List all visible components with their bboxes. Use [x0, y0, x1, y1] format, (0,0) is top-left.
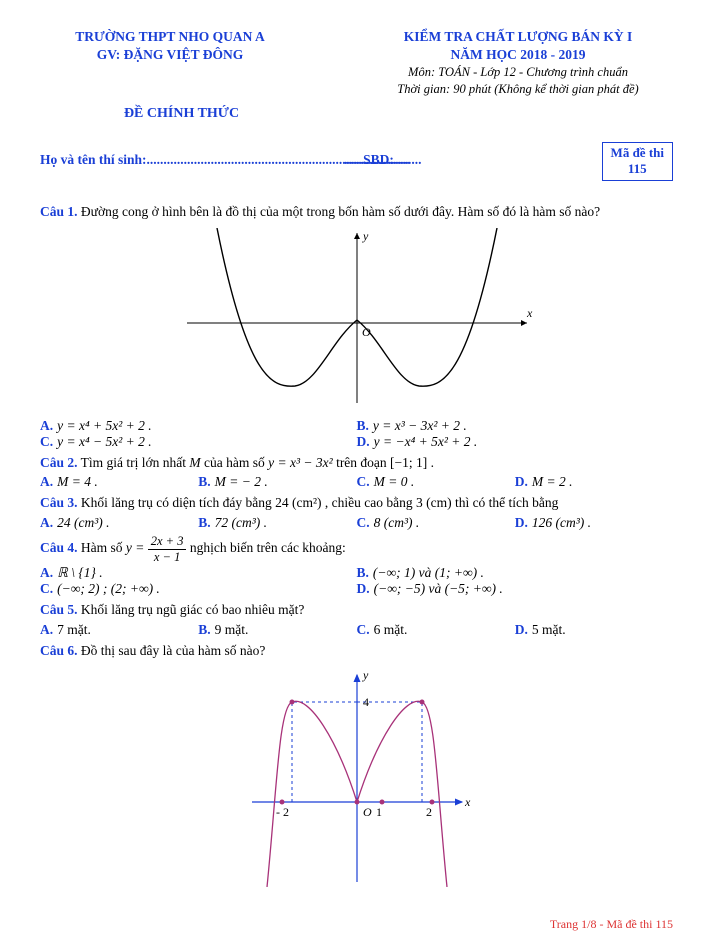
q1-opt-d: D.y = −x⁴ + 5x² + 2 .	[357, 434, 674, 450]
svg-text:y: y	[362, 229, 369, 243]
q4-opt-d: D.(−∞; −5) và (−5; +∞) .	[357, 581, 674, 597]
question-6: Câu 6. Đồ thị sau đây là của hàm số nào?	[40, 642, 673, 661]
q3-opt-a: A.24 (cm³) .	[40, 515, 198, 531]
svg-text:4: 4	[363, 695, 369, 709]
question-5: Câu 5. Khối lăng trụ ngũ giác có bao nhi…	[40, 601, 673, 620]
q5-opt-d: D.5 mặt.	[515, 622, 673, 638]
questions: Câu 1. Đường cong ở hình bên là đồ thị c…	[40, 203, 673, 887]
q2-opt-b: B.M = − 2 .	[198, 474, 356, 490]
q1-opt-b: B.y = x³ − 3x² + 2 .	[357, 418, 674, 434]
header-right: KIỂM TRA CHẤT LƯỢNG BÁN KỲ I NĂM HỌC 201…	[363, 28, 673, 98]
q6-graph: x y O - 2 1 2 4	[40, 667, 673, 887]
exam-code-value: 115	[611, 161, 664, 177]
q4-opt-b: B.(−∞; 1) và (1; +∞) .	[357, 565, 674, 581]
q1-graph: xyO	[40, 228, 673, 408]
q4-opt-c: C.(−∞; 2) ; (2; +∞) .	[40, 581, 357, 597]
teacher-name: GV: ĐẶNG VIỆT ĐÔNG	[40, 46, 300, 64]
q2-opt-a: A.M = 4 .	[40, 474, 198, 490]
q6-label: Câu 6.	[40, 643, 78, 658]
q1-options: A.y = x⁴ + 5x² + 2 . B.y = x³ − 3x² + 2 …	[40, 418, 673, 450]
svg-text:2: 2	[426, 805, 432, 819]
q3-text: Khối lăng trụ có diện tích đáy bằng 24 (…	[81, 495, 559, 510]
official-label: ĐỀ CHÍNH THỨC	[0, 106, 673, 122]
exam-time: Thời gian: 90 phút (Không kể thời gian p…	[363, 81, 673, 98]
q3-opt-d: D.126 (cm³) .	[515, 515, 673, 531]
q3-options: A.24 (cm³) . B.72 (cm³) . C.8 (cm³) . D.…	[40, 515, 673, 531]
page: TRƯỜNG THPT NHO QUAN A GV: ĐẶNG VIỆT ĐÔN…	[0, 0, 713, 907]
q3-opt-b: B.72 (cm³) .	[198, 515, 356, 531]
q6-graph-svg: x y O - 2 1 2 4	[237, 667, 477, 887]
q1-opt-a: A.y = x⁴ + 5x² + 2 .	[40, 418, 357, 434]
svg-text:1: 1	[376, 805, 382, 819]
school-name: TRƯỜNG THPT NHO QUAN A	[40, 28, 300, 46]
svg-text:y: y	[362, 668, 369, 682]
q5-opt-c: C.6 mặt.	[357, 622, 515, 638]
q5-text: Khối lăng trụ ngũ giác có bao nhiêu mặt?	[81, 602, 304, 617]
exam-subject: Môn: TOÁN - Lớp 12 - Chương trình chuẩn	[363, 64, 673, 81]
student-info-row: Họ và tên thí sinh:.....................…	[40, 152, 673, 181]
q1-opt-c: C.y = x⁴ − 5x² + 2 .	[40, 434, 357, 450]
svg-text:x: x	[526, 306, 533, 320]
q5-opt-b: B.9 mặt.	[198, 622, 356, 638]
exam-code-label: Mã đề thi	[611, 145, 664, 161]
question-3: Câu 3. Khối lăng trụ có diện tích đáy bằ…	[40, 494, 673, 513]
q2-label: Câu 2.	[40, 455, 78, 470]
question-4: Câu 4. Hàm số y = 2x + 3 x − 1 nghịch bi…	[40, 535, 673, 563]
q5-options: A.7 mặt. B.9 mặt. C.6 mặt. D.5 mặt.	[40, 622, 673, 638]
header-left: TRƯỜNG THPT NHO QUAN A GV: ĐẶNG VIỆT ĐÔN…	[40, 28, 300, 64]
svg-text:O: O	[363, 805, 372, 819]
q5-label: Câu 5.	[40, 602, 78, 617]
q4-options: A.ℝ \ {1} . B.(−∞; 1) và (1; +∞) . C.(−∞…	[40, 565, 673, 597]
sbd-dots: .......................	[344, 152, 422, 167]
exam-title-2: NĂM HỌC 2018 - 2019	[363, 46, 673, 64]
header: TRƯỜNG THPT NHO QUAN A GV: ĐẶNG VIỆT ĐÔN…	[40, 28, 673, 98]
student-name-field: Họ và tên thí sinh:.....................…	[40, 152, 590, 168]
q2-opt-c: C.M = 0 .	[357, 474, 515, 490]
page-footer: Trang 1/8 - Mã đề thi 115	[0, 917, 713, 932]
question-1: Câu 1. Đường cong ở hình bên là đồ thị c…	[40, 203, 673, 222]
svg-text:x: x	[464, 795, 471, 809]
q2-options: A.M = 4 . B.M = − 2 . C.M = 0 . D.M = 2 …	[40, 474, 673, 490]
q1-label: Câu 1.	[40, 204, 78, 219]
exam-title-1: KIỂM TRA CHẤT LƯỢNG BÁN KỲ I	[363, 28, 673, 46]
q1-text: Đường cong ở hình bên là đồ thị của một …	[81, 204, 600, 219]
q4-label: Câu 4.	[40, 540, 78, 555]
question-2: Câu 2. Tìm giá trị lớn nhất M của hàm số…	[40, 454, 673, 473]
q2-opt-d: D.M = 2 .	[515, 474, 673, 490]
svg-text:- 2: - 2	[276, 805, 289, 819]
q3-label: Câu 3.	[40, 495, 78, 510]
q5-opt-a: A.7 mặt.	[40, 622, 198, 638]
q4-opt-a: A.ℝ \ {1} .	[40, 565, 357, 581]
q4-fraction: 2x + 3 x − 1	[148, 535, 187, 563]
hoten-label: Họ và tên thí sinh:	[40, 152, 147, 167]
q1-graph-svg: xyO	[177, 228, 537, 408]
q3-opt-c: C.8 (cm³) .	[357, 515, 515, 531]
exam-code-box: Mã đề thi 115	[602, 142, 673, 181]
q6-text: Đồ thị sau đây là của hàm số nào?	[81, 643, 265, 658]
